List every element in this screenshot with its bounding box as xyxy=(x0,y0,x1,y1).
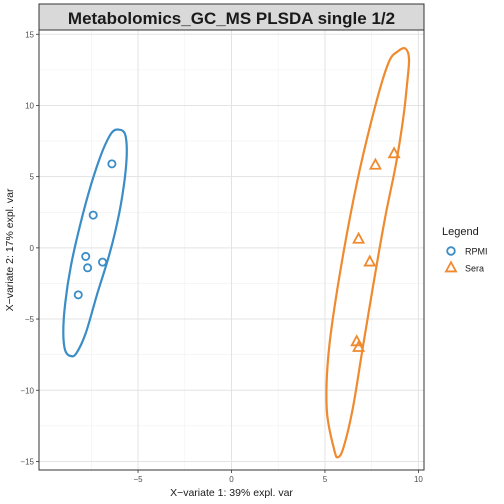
y-tick-label: 0 xyxy=(30,244,35,253)
point-rpmi-4 xyxy=(83,263,93,273)
legend-label-sera: Sera xyxy=(465,264,484,274)
x-axis-label: X−variate 1: 39% expl. var xyxy=(170,487,293,499)
point-sera-4 xyxy=(363,254,377,267)
point-sera-6 xyxy=(352,339,366,352)
y-axis-label: X−variate 2: 17% expl. var xyxy=(4,188,16,311)
y-tick-label: 10 xyxy=(25,101,34,110)
title-strip-bg xyxy=(38,3,425,31)
x-axis: −5 0 5 10 xyxy=(133,470,423,484)
confidence-ellipses xyxy=(62,47,411,459)
point-sera-3 xyxy=(352,231,366,244)
data-points xyxy=(73,146,401,352)
title-strip: Metabolomics_GC_MS PLSDA single 1/2 xyxy=(38,3,425,31)
x-tick-label: 10 xyxy=(414,475,423,484)
point-rpmi-2 xyxy=(88,210,98,220)
grid-lines xyxy=(39,30,424,470)
point-sera-1 xyxy=(387,146,401,159)
legend-title: Legend xyxy=(442,226,479,238)
ellipse-rpmi xyxy=(62,128,128,358)
x-tick-label: −5 xyxy=(133,475,143,484)
x-tick-label: 0 xyxy=(229,475,234,484)
point-rpmi-1 xyxy=(107,159,117,169)
y-tick-label: 15 xyxy=(25,30,34,39)
x-tick-label: 5 xyxy=(323,475,328,484)
y-tick-label: 5 xyxy=(30,173,35,182)
plot-panel xyxy=(38,29,425,471)
ellipse-sera xyxy=(325,47,411,459)
y-tick-label: −5 xyxy=(25,315,35,324)
point-rpmi-3 xyxy=(81,251,91,261)
legend: Legend RPMI Sera xyxy=(442,226,488,274)
y-axis: −15 −10 −5 0 5 10 15 xyxy=(20,30,39,466)
legend-label-rpmi: RPMI xyxy=(465,247,488,257)
legend-key-sera xyxy=(444,260,458,273)
point-sera-2 xyxy=(368,157,382,170)
legend-key-rpmi xyxy=(446,246,456,256)
point-rpmi-6 xyxy=(73,290,83,300)
legend-items: RPMI Sera xyxy=(444,246,488,274)
y-tick-label: −10 xyxy=(20,386,34,395)
y-tick-label: −15 xyxy=(20,457,34,466)
chart-title: Metabolomics_GC_MS PLSDA single 1/2 xyxy=(68,9,395,28)
point-rpmi-5 xyxy=(98,257,108,267)
